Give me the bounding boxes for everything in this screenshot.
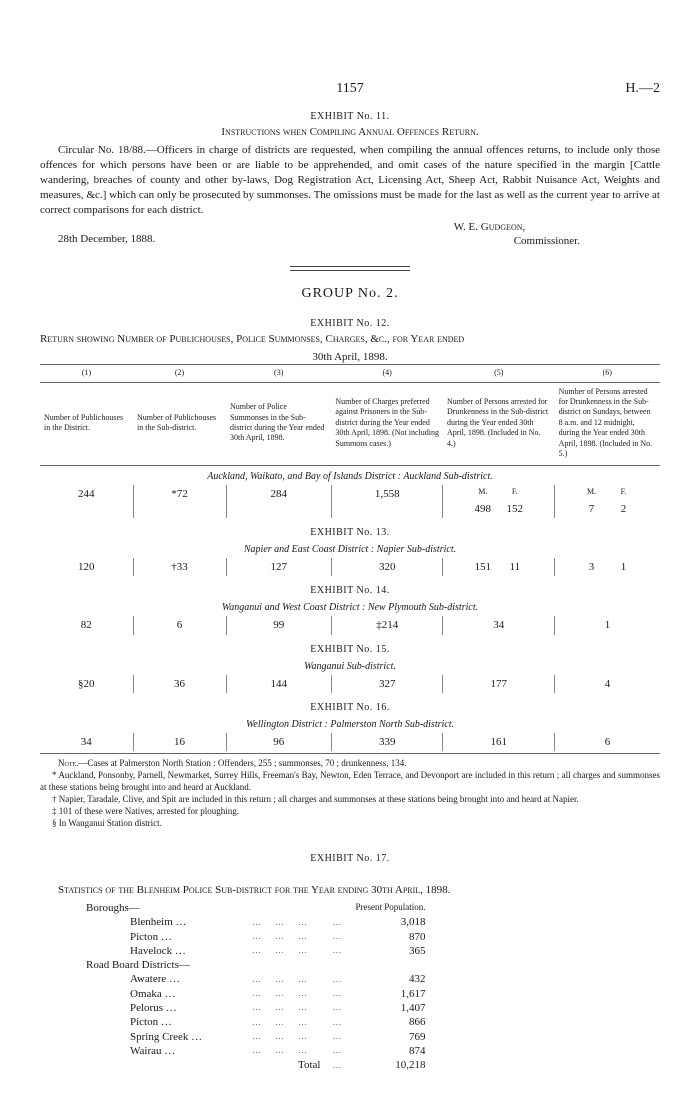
footnote: * Auckland, Ponsonby, Parnell, Newmarket… bbox=[40, 770, 660, 793]
data-row: 244*722841,558M.F.498152M.F.72 bbox=[40, 485, 660, 518]
footnotes: Note.—Cases at Palmerston North Station … bbox=[40, 758, 660, 830]
circular-date: 28th December, 1888. bbox=[58, 232, 155, 246]
data-row: 3416963391616 bbox=[40, 733, 660, 751]
table-row: Awatere ……………432 bbox=[80, 972, 431, 986]
population-header: Present Population. bbox=[349, 901, 431, 915]
data-row: §20361443271774 bbox=[40, 675, 660, 693]
exhibit-subtitle: EXHIBIT No. 15. bbox=[40, 643, 660, 656]
exhibit-17-subtitle: Statistics of the Blenheim Police Sub-di… bbox=[58, 884, 450, 896]
total-label: Total bbox=[292, 1058, 326, 1072]
exhibit-12-subtitle-a: Return showing Number of Publichouses, P… bbox=[40, 333, 464, 345]
district-line: Wanganui Sub-district. bbox=[40, 660, 660, 673]
exhibit-17-title: EXHIBIT No. 17. bbox=[40, 852, 660, 865]
section-divider bbox=[290, 266, 410, 271]
district-line: Wellington District : Palmerston North S… bbox=[40, 718, 660, 731]
footnote: Note.—Cases at Palmerston North Station … bbox=[40, 758, 660, 769]
exhibit-11-subtitle: Instructions when Compiling Annual Offen… bbox=[40, 125, 660, 139]
district-line: Auckland, Waikato, and Bay of Islands Di… bbox=[40, 470, 660, 483]
table-row: Spring Creek ……………769 bbox=[80, 1030, 431, 1044]
exhibit-12-subtitle-b: 30th April, 1898. bbox=[40, 350, 660, 364]
exhibit-subtitle: EXHIBIT No. 16. bbox=[40, 701, 660, 714]
population-table: Boroughs— Present Population. Blenheim …… bbox=[80, 901, 431, 1073]
table-row: Pelorus ……………1,407 bbox=[80, 1001, 431, 1015]
footnote: † Napier, Taradale, Clive, and Spit are … bbox=[40, 794, 660, 805]
group-title: GROUP No. 2. bbox=[40, 285, 660, 303]
district-line: Wanganui and West Coast District : New P… bbox=[40, 601, 660, 614]
table-row: Blenheim ……………3,018 bbox=[80, 915, 431, 929]
signer-title: Commissioner. bbox=[514, 235, 580, 247]
roadboards-heading: Road Board Districts— bbox=[80, 958, 431, 972]
footnote: § In Wanganui Station district. bbox=[40, 818, 660, 829]
signer-name: W. E. Gudgeon, bbox=[454, 221, 526, 233]
exhibit-12-title: EXHIBIT No. 12. bbox=[40, 317, 660, 330]
doc-reference: H.—2 bbox=[625, 80, 660, 98]
table-row: Wairau ……………874 bbox=[80, 1044, 431, 1058]
district-line: Napier and East Coast District : Napier … bbox=[40, 543, 660, 556]
page-number: 1157 bbox=[40, 80, 660, 98]
data-row: 120†331273201511131 bbox=[40, 558, 660, 576]
exhibit-subtitle: EXHIBIT No. 13. bbox=[40, 526, 660, 539]
exhibit-subtitle: EXHIBIT No. 14. bbox=[40, 584, 660, 597]
total-value: 10,218 bbox=[349, 1058, 431, 1072]
table-row: Omaka ……………1,617 bbox=[80, 987, 431, 1001]
table-row: Havelock ……………365 bbox=[80, 944, 431, 958]
footnote: ‡ 101 of these were Natives, arrested fo… bbox=[40, 806, 660, 817]
data-sections: Auckland, Waikato, and Bay of Islands Di… bbox=[40, 470, 660, 751]
exhibit-11-title: EXHIBIT No. 11. bbox=[40, 110, 660, 123]
exhibit-11-paragraph: Circular No. 18/88.—Officers in charge o… bbox=[40, 143, 660, 217]
table-row: Picton ……………870 bbox=[80, 930, 431, 944]
data-row: 82699‡214341 bbox=[40, 616, 660, 634]
table-row: Picton ……………866 bbox=[80, 1015, 431, 1029]
columns-header-table: (1) (2) (3) (4) (5) (6) Number of Public… bbox=[40, 364, 660, 463]
boroughs-heading: Boroughs— bbox=[80, 901, 349, 915]
